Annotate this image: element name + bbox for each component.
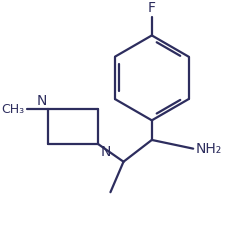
Text: NH₂: NH₂ [195,142,222,156]
Text: F: F [148,1,156,15]
Text: N: N [36,94,47,108]
Text: N: N [100,145,111,159]
Text: CH₃: CH₃ [2,103,25,116]
